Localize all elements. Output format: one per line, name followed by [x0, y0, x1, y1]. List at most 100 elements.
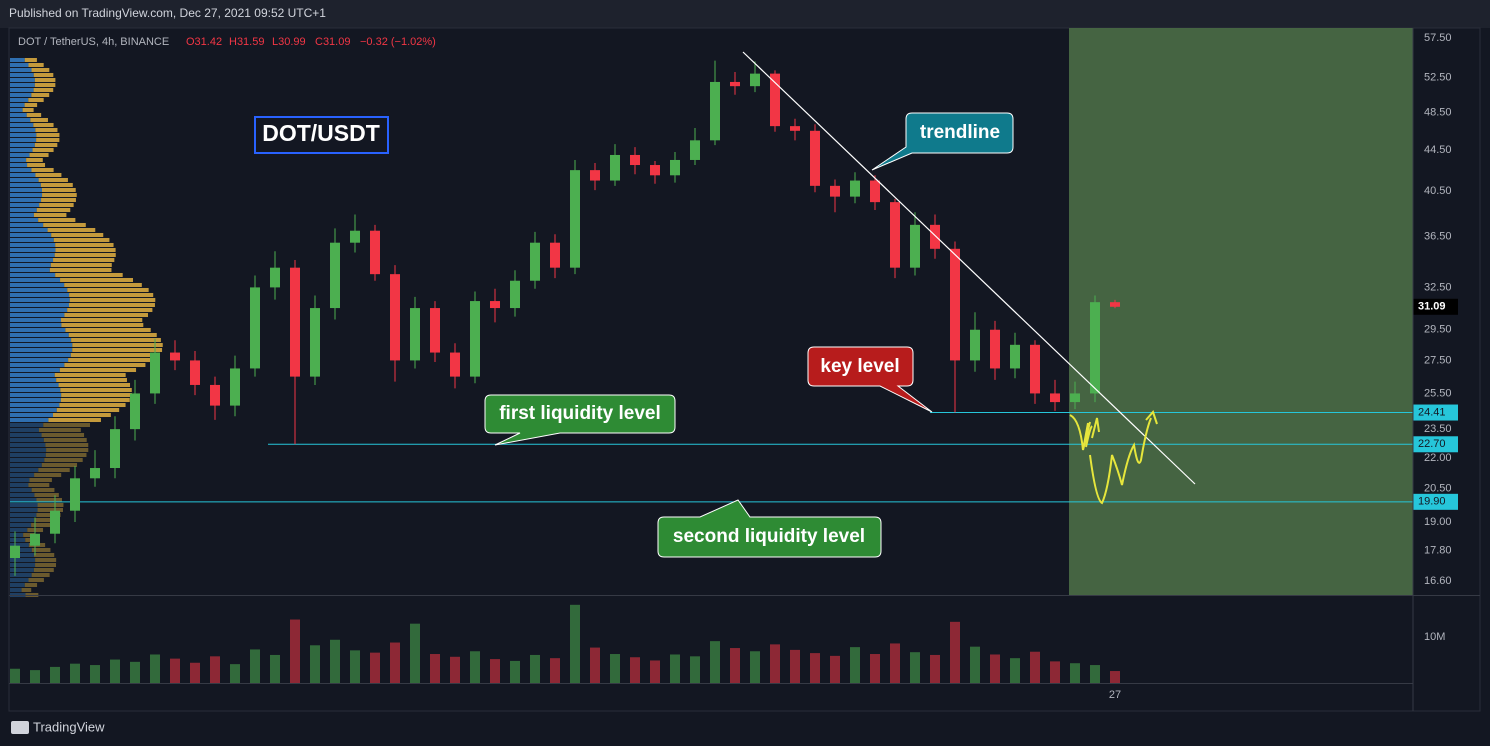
volume-bar	[910, 652, 920, 683]
candle-body	[370, 230, 380, 275]
candle-body	[650, 165, 660, 176]
volume-profile-bar	[10, 263, 51, 267]
volume-profile-bar	[22, 108, 34, 112]
volume-profile-bar	[56, 378, 127, 382]
y-tick-label: 40.50	[1424, 185, 1452, 197]
volume-bar	[370, 652, 380, 683]
level-label: 19.90	[1418, 496, 1446, 508]
volume-profile-bar	[10, 373, 55, 377]
header-bar	[0, 0, 1490, 28]
volume-bar	[1010, 658, 1020, 683]
volume-profile-bar	[33, 88, 54, 92]
y-tick-label: 52.50	[1424, 72, 1452, 84]
volume-profile-bar	[10, 333, 69, 337]
volume-profile-bar	[10, 453, 46, 457]
volume-bar	[230, 664, 240, 683]
volume-profile-bar	[69, 303, 155, 307]
volume-profile-bar	[10, 523, 32, 527]
volume-profile-bar	[10, 318, 62, 322]
y-tick-label: 27.50	[1424, 354, 1452, 366]
volume-profile-bar	[10, 143, 35, 147]
volume-profile-bar	[64, 313, 149, 317]
y-tick-label: 17.80	[1424, 544, 1452, 556]
volume-bar	[210, 656, 220, 683]
volume-profile-bar	[10, 573, 32, 577]
volume-profile-bar	[10, 488, 32, 492]
volume-bar	[990, 654, 1000, 683]
y-tick-label: 48.50	[1424, 106, 1452, 118]
volume-profile-bar	[37, 508, 64, 512]
volume-profile-bar	[10, 583, 25, 587]
candle-body	[350, 230, 360, 243]
candle-body	[950, 248, 960, 361]
volume-profile-bar	[34, 83, 56, 87]
volume-profile-bar	[65, 328, 151, 332]
annotation: trendline	[920, 122, 1000, 143]
volume-profile-bar	[10, 168, 32, 172]
volume-profile-bar	[36, 133, 60, 137]
volume-profile-bar	[34, 473, 62, 477]
volume-profile-bar	[36, 138, 60, 142]
volume-profile-bar	[26, 113, 42, 117]
candle-body	[590, 170, 600, 181]
volume-profile-bar	[45, 453, 87, 457]
projection-arrow	[1069, 414, 1100, 451]
volume-profile-bar	[33, 123, 54, 127]
volume-profile-bar	[31, 488, 55, 492]
volume-profile-bar	[10, 243, 56, 247]
volume-bar	[470, 651, 480, 683]
volume-profile-bar	[10, 538, 26, 542]
volume-profile-bar	[10, 388, 61, 392]
volume-profile-bar	[10, 58, 25, 62]
volume-profile-bar	[60, 398, 130, 402]
volume-profile-bar	[28, 578, 44, 582]
volume-profile-bar	[10, 138, 37, 142]
candle-body	[710, 81, 720, 141]
candle-body	[990, 329, 1000, 369]
volume-profile-bar	[23, 533, 36, 537]
volume-profile-bar	[28, 98, 44, 102]
volume-profile-bar	[58, 383, 131, 387]
legend-low: L30.99	[272, 36, 306, 48]
volume-bar	[650, 660, 660, 683]
volume-bar	[270, 654, 280, 683]
candle-body	[10, 545, 20, 559]
volume-profile	[10, 58, 163, 597]
volume-profile-bar	[10, 113, 27, 117]
volume-profile-bar	[33, 73, 54, 77]
level-label-box	[1413, 436, 1458, 453]
candle-body	[890, 202, 900, 268]
volume-bar	[950, 621, 960, 683]
volume-profile-bar	[36, 498, 62, 502]
volume-bar	[130, 661, 140, 683]
volume-profile-bar	[39, 203, 74, 207]
candle-body	[970, 329, 980, 361]
volume-bar	[930, 654, 940, 683]
brand-name[interactable]: TradingView	[33, 719, 105, 734]
volume-bar	[1110, 671, 1120, 683]
volume-profile-bar	[33, 213, 67, 217]
volume-profile-bar	[10, 463, 42, 467]
volume-profile-bar	[51, 233, 104, 237]
volume-profile-bar	[10, 588, 22, 592]
volume-profile-bar	[38, 178, 68, 182]
candle-body	[750, 73, 760, 87]
volume-profile-bar	[10, 198, 42, 202]
legend-close: C31.09	[315, 36, 350, 48]
volume-profile-bar	[10, 358, 69, 362]
candle-body	[830, 185, 840, 197]
candle-body	[790, 126, 800, 131]
volume-bar	[890, 643, 900, 683]
volume-profile-bar	[10, 398, 61, 402]
candle-body	[510, 280, 520, 309]
volume-profile-bar	[10, 458, 45, 462]
volume-profile-bar	[10, 378, 57, 382]
volume-profile-bar	[10, 73, 34, 77]
x-tick-label: 27	[1109, 689, 1121, 701]
volume-bar	[750, 651, 760, 683]
volume-profile-bar	[10, 283, 65, 287]
volume-profile-bar	[10, 308, 68, 312]
volume-profile-bar	[10, 248, 56, 252]
volume-profile-bar	[10, 503, 38, 507]
